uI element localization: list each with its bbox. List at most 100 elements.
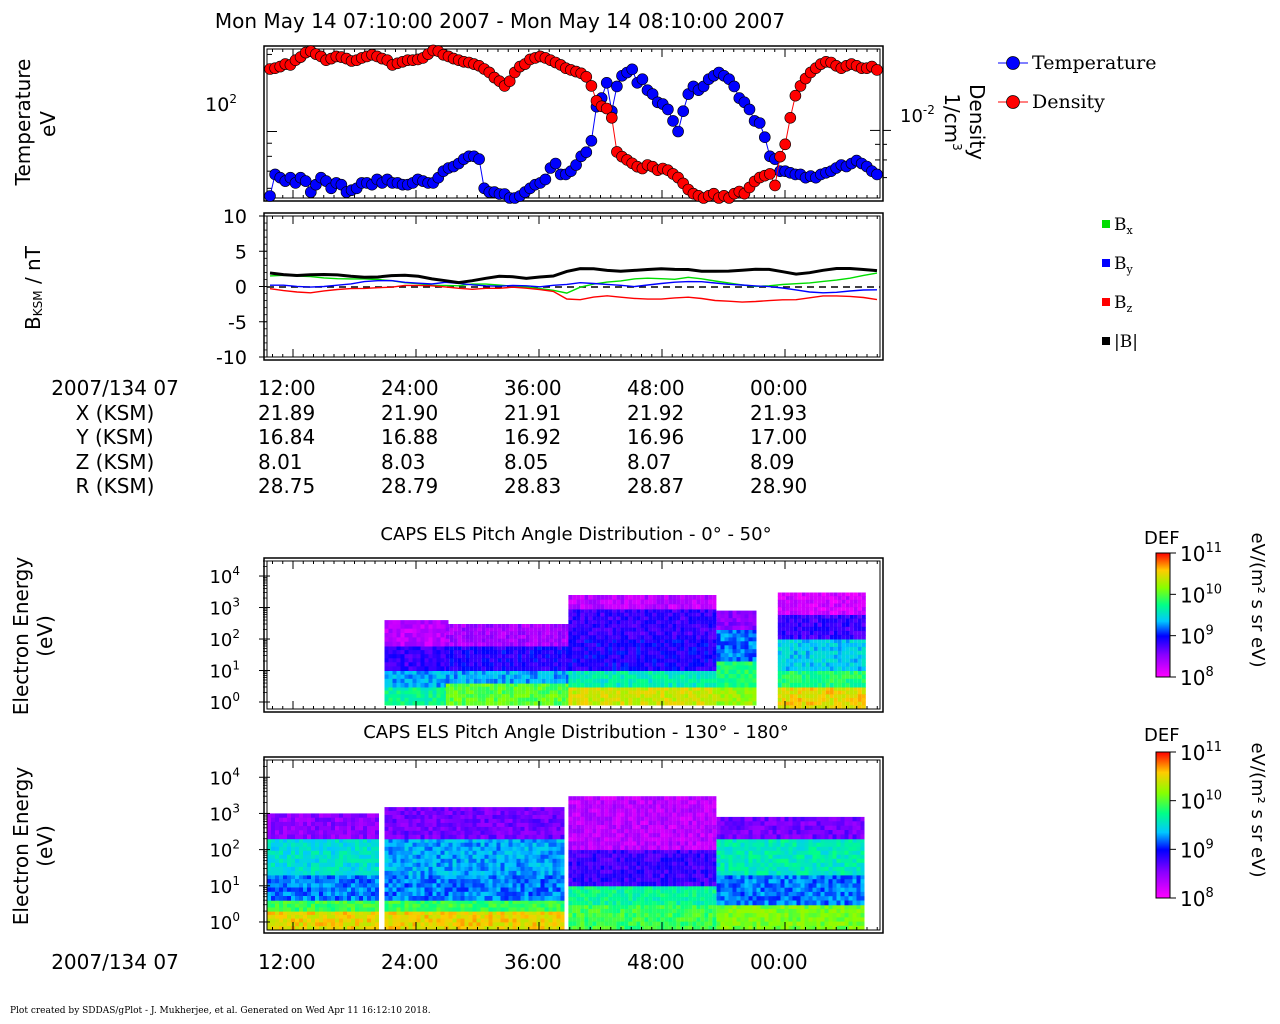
spectrogram-130-180-cell: [319, 866, 323, 872]
spectrogram-0-50-cell: [664, 635, 669, 640]
spectrogram-130-180-cell: [347, 850, 351, 856]
spectrogram-0-50-cell: [628, 635, 633, 640]
spectrogram-0-50-cell: [732, 665, 737, 671]
spectrogram-0-50-cell: [580, 639, 585, 644]
spectrogram-130-180-cell: [363, 874, 367, 880]
density-point: [774, 150, 786, 163]
spectrogram-0-50-cell: [565, 631, 570, 636]
spectrogram-130-180-cell: [271, 907, 275, 912]
spectrogram-0-50-colorbar-tick-label: 1010: [1180, 582, 1222, 607]
spectrogram-0-50-cell: [408, 678, 413, 684]
spectrogram-0-50-cell: [644, 609, 649, 614]
spectrogram-130-180-cell: [303, 866, 307, 872]
spectrogram-130-180-cell: [339, 891, 343, 897]
spectrogram-0-50-cell: [572, 694, 577, 699]
spectrogram-0-50-energy-tick-label: 102: [209, 627, 240, 651]
spectrogram-130-180-cell: [388, 862, 393, 868]
spectrogram-130-180-cell: [295, 887, 299, 893]
spectrogram-0-50-cell: [748, 618, 753, 623]
spectrogram-0-50-cell: [408, 658, 413, 663]
spectrogram-130-180-cell: [351, 846, 355, 852]
spectrogram-0-50-cell: [596, 658, 601, 664]
spectrogram-130-180-cell: [424, 862, 429, 868]
spectrogram-130-180-cell: [440, 854, 445, 860]
spectrogram-0-50-cell: [461, 697, 466, 702]
spectrogram-130-180-cell: [279, 883, 283, 888]
spectrogram-0-50-cell: [453, 638, 458, 643]
spectrogram-0-50-cell: [608, 612, 613, 617]
spectrogram-0-50-cell: [712, 690, 717, 695]
spectrogram-130-180-cell: [315, 896, 319, 901]
spectrogram-0-50-cell: [680, 612, 685, 617]
spectrogram-0-50-cell: [785, 650, 790, 656]
spectrogram-0-50-cell: [420, 620, 425, 625]
spectrogram-0-50-cell: [845, 687, 850, 692]
spectrogram-0-50-cell: [789, 662, 794, 667]
spectrogram-130-180-cell: [440, 811, 445, 816]
spectrogram-0-50-cell: [608, 701, 613, 706]
spectrogram-0-50-cell: [676, 595, 681, 601]
spectrogram-0-50-cell: [628, 654, 633, 660]
spectrogram-0-50-cell: [513, 697, 518, 702]
spectrogram-0-50-cell: [620, 654, 625, 660]
ephemeris-r-value: 28.90: [750, 474, 807, 498]
spectrogram-0-50-cell: [841, 622, 846, 628]
spectrogram-130-180-cell: [375, 813, 379, 819]
spectrogram-0-50-cell: [457, 662, 462, 667]
spectrogram-130-180-cell: [432, 858, 437, 864]
spectrogram-0-50-cell: [692, 654, 697, 660]
spectrogram-0-50-cell: [424, 633, 429, 638]
spectrogram-130-180-cell: [275, 903, 279, 908]
spectrogram-130-180-cell: [359, 903, 363, 908]
spectrogram-0-50-cell: [825, 698, 830, 703]
spectrogram-0-50-cell: [732, 682, 737, 688]
spectrogram-130-180-cell: [371, 900, 375, 905]
bfield-tick-label: 5: [235, 241, 247, 263]
spectrogram-130-180-cell: [432, 815, 437, 820]
spectrogram-0-50-energy-tick-label: 100: [209, 690, 240, 714]
spectrogram-0-50-cell: [817, 603, 822, 608]
spectrogram-130-180-cell: [279, 896, 283, 901]
spectrogram-130-180-cell: [400, 903, 405, 908]
spectrogram-130-180-cell: [404, 811, 409, 816]
spectrogram-0-50-cell: [704, 682, 709, 688]
spectrogram-0-50-cell: [805, 658, 810, 664]
spectrogram-0-50-cell: [404, 674, 409, 680]
spectrogram-0-50-cell: [736, 637, 741, 642]
spectrogram-0-50-cell: [636, 650, 641, 656]
spectrogram-0-50-cell: [829, 634, 834, 640]
spectrogram-0-50-cell: [752, 694, 757, 699]
ephemeris-z-value: 8.03: [381, 450, 426, 474]
spectrogram-130-180-cell: [375, 879, 379, 884]
spectrogram-0-50-cell: [400, 666, 405, 671]
spectrogram-130-180-cell: [315, 850, 319, 856]
spectrogram-130-180-cell: [416, 911, 421, 916]
spectrogram-0-50-cell: [632, 599, 637, 605]
spectrogram-0-50-cell: [777, 643, 782, 648]
spectrogram-130-180-cell: [287, 830, 291, 835]
spectrogram-0-50-cell: [628, 678, 633, 684]
spectrogram-130-180-cell: [271, 918, 275, 923]
spectrogram-130-180-cell: [416, 874, 421, 880]
spectrogram-130-180-cell: [271, 900, 275, 905]
spectrogram-130-180-cell: [400, 838, 405, 844]
spectrogram-0-50-cell: [608, 658, 613, 664]
spectrogram-130-180-cell: [432, 870, 437, 876]
spectrogram-0-50-cell: [440, 697, 445, 702]
spectrogram-130-180-cell: [359, 830, 363, 835]
spectrogram-0-50-cell: [580, 646, 585, 652]
spectrogram-0-50-cell: [572, 631, 577, 636]
spectrogram-130-180-cell: [424, 838, 429, 844]
spectrogram-130-180-cell: [351, 918, 355, 923]
spectrogram-0-50-cell: [700, 635, 705, 640]
spectrogram-0-50-cell: [740, 682, 745, 688]
spectrogram-0-50-cell: [777, 698, 782, 703]
spectrogram-0-50-cell: [732, 653, 737, 658]
spectrogram-0-50-cell: [817, 694, 822, 699]
spectrogram-130-180-cell: [436, 883, 441, 888]
spectrogram-0-50-cell: [428, 666, 433, 671]
spectrogram-0-50-cell: [688, 650, 693, 656]
spectrogram-130-180-cell: [303, 817, 307, 823]
spectrogram-130-180-cell: [359, 866, 363, 872]
